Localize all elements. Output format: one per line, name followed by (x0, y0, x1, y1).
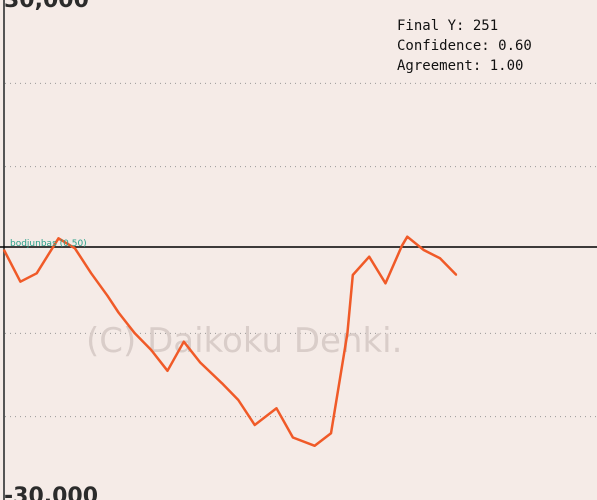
y-tick-label: 30,000 (4, 0, 89, 13)
data-point (407, 236, 409, 238)
data-point (107, 295, 109, 297)
data-point (183, 341, 185, 343)
confidence-readout: Confidence: 0.60 (397, 38, 532, 54)
data-point (439, 258, 441, 260)
data-point (276, 408, 278, 410)
final-y-readout: Final Y: 251 (397, 18, 498, 34)
data-point (221, 383, 223, 385)
data-point (330, 433, 332, 435)
data-point (401, 245, 403, 247)
data-point (238, 399, 240, 401)
data-point (167, 370, 169, 372)
y-tick-label: -30,000 (4, 484, 98, 500)
data-point (134, 333, 136, 335)
data-point (254, 424, 256, 426)
data-point (20, 281, 22, 283)
data-point (3, 249, 5, 251)
detection-annotation: bodjunbas (0.50) (10, 239, 87, 249)
agreement-readout: Agreement: 1.00 (397, 58, 523, 74)
grid-lines (5, 83, 597, 416)
data-point (90, 273, 92, 275)
data-point (347, 333, 349, 335)
data-point (314, 445, 316, 447)
data-point (352, 274, 354, 276)
data-point (118, 312, 120, 314)
data-point (36, 273, 38, 275)
data-point (423, 249, 425, 251)
data-point (368, 256, 370, 258)
data-point (150, 349, 152, 351)
data-point (385, 283, 387, 285)
data-point (456, 274, 458, 276)
data-point (199, 362, 201, 364)
watermark-text: (C) Daikoku Denki. (86, 321, 402, 361)
data-point (292, 437, 294, 439)
